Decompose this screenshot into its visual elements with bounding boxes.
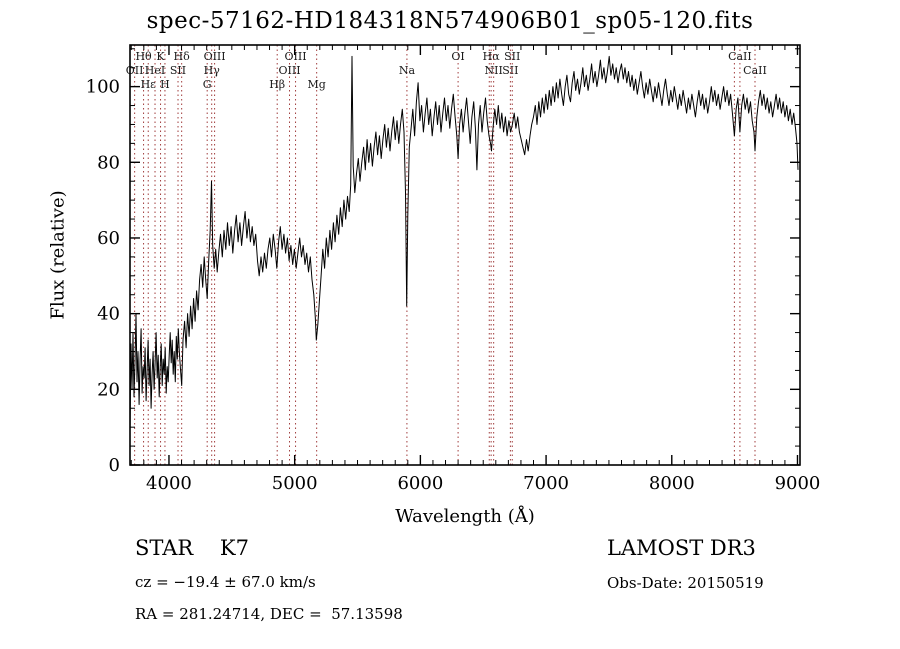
plot-frame [129,44,801,466]
x-tick-label: 4000 [146,473,192,494]
y-tick-label: 60 [97,228,120,249]
spectral-line-label: Hε [141,78,157,91]
spectral-line-label: Hγ [204,64,221,77]
spectral-line-label: Hδ [174,50,191,63]
spectral-line-label: G [203,78,212,91]
spectral-line-label: Hβ [269,78,285,91]
x-tick-label: 8000 [649,473,695,494]
spectral-line-label: HeI [145,64,165,77]
spectral-line-label: OIII [285,50,307,63]
spectral-line-label: CaII [743,64,767,77]
survey-text: LAMOST DR3 [607,536,756,560]
y-tick-label: 20 [97,379,120,400]
y-tick-label: 0 [109,455,120,476]
obs-date-text: Obs-Date: 20150519 [607,574,764,592]
spectral-line-label: CaII [728,50,752,63]
spectral-line-label: OII [126,64,144,77]
spectrum-trace [130,55,799,431]
x-tick-label: 6000 [397,473,443,494]
spectral-line-label: Na [399,64,416,77]
object-class-text: STAR K7 [135,536,249,560]
spectral-line-label: Mg [308,78,326,91]
y-tick-label: 100 [86,77,120,98]
y-axis-label: Flux (relative) [47,190,69,320]
x-axis-label: Wavelength (Å) [395,506,535,527]
cz-velocity-text: cz = −19.4 ± 67.0 km/s [135,573,316,591]
ra-dec-text: RA = 281.24714, DEC = 57.13598 [135,605,403,623]
spectral-line-label: Hθ [135,50,152,63]
spectral-line-label: OI [451,50,464,63]
spectral-line-label: SII [170,64,186,77]
spectral-line-label: H [160,78,170,91]
spectral-line-label: NII [484,64,502,77]
spectral-line-label: SII [504,50,520,63]
spectral-line-label: K [156,50,165,63]
x-tick-label: 5000 [272,473,318,494]
x-tick-label: 9000 [775,473,821,494]
spectral-line-label: OIII [278,64,300,77]
spectral-line-label: OIII [204,50,226,63]
spectral-line-label: SII [502,64,518,77]
y-tick-label: 40 [97,304,120,325]
plot-title: spec-57162-HD184318N574906B01_sp05-120.f… [146,8,754,34]
y-tick-label: 80 [97,152,120,173]
x-tick-label: 7000 [523,473,569,494]
spectral-line-label: Hα [483,50,501,63]
